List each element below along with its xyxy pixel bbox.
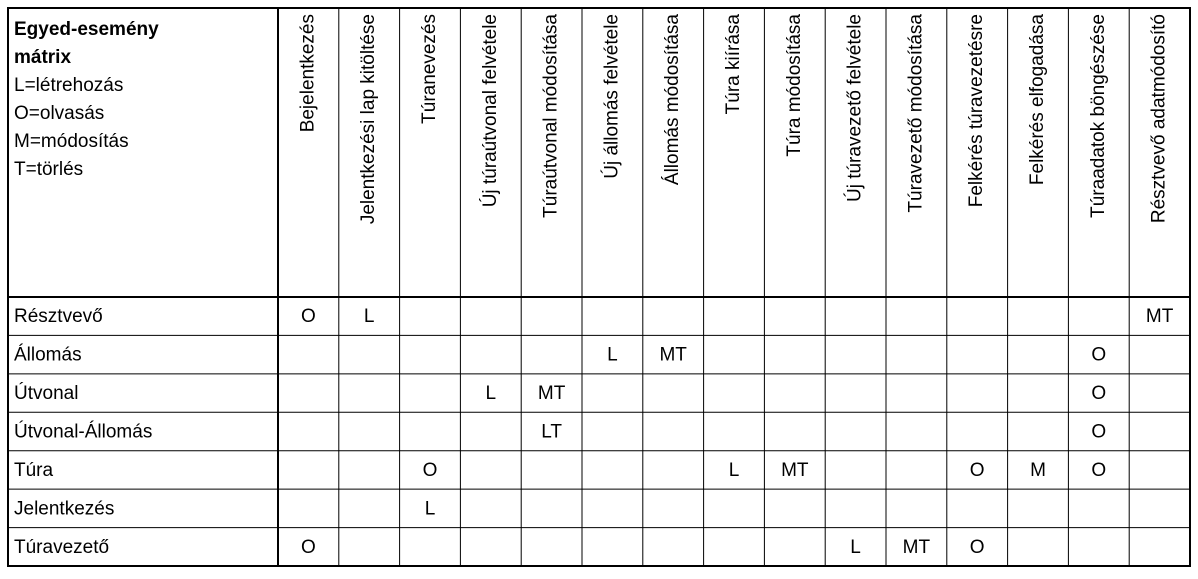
matrix-cell: O	[1091, 345, 1106, 366]
corner-cell: Egyed-esemény mátrix L=létrehozás O=olvas…	[14, 16, 272, 184]
matrix-cell: O	[1091, 383, 1106, 404]
legend-item: L=létrehozás	[14, 75, 124, 96]
matrix-cell: MT	[1146, 306, 1174, 327]
matrix-title: Egyed-esemény mátrix	[14, 19, 159, 68]
column-header: Jelentkezési lap kitöltése	[358, 14, 379, 224]
column-header: Túra kiírása	[723, 14, 744, 115]
column-header: Résztvevő adatmódosító	[1149, 14, 1170, 223]
column-header: Túraadatok böngészése	[1088, 14, 1109, 218]
column-header: Túraútvonal módosítása	[541, 14, 562, 218]
row-label: Útvonal-Állomás	[14, 421, 152, 443]
matrix-cell: O	[301, 306, 316, 327]
row-label: Résztvevő	[14, 306, 103, 327]
matrix-cell: L	[364, 306, 375, 327]
matrix-cell: O	[301, 537, 316, 558]
column-header: Túra módosítása	[784, 14, 805, 157]
column-header: Állomás módosítása	[662, 14, 683, 186]
column-header: Új túraútvonal felvétele	[479, 14, 501, 207]
legend-item: O=olvasás	[14, 103, 105, 124]
matrix-cell: O	[970, 460, 985, 481]
row-label: Túravezető	[14, 537, 109, 558]
legend-item: M=módosítás	[14, 131, 129, 152]
matrix-cell: MT	[659, 345, 687, 366]
column-header: Új túravezető felvétele	[844, 14, 866, 202]
matrix-cell: M	[1030, 460, 1046, 481]
table-border	[7, 7, 1191, 567]
matrix-cell: LT	[541, 422, 562, 443]
matrix-cell: L	[486, 383, 497, 404]
matrix-cell: L	[607, 345, 618, 366]
row-label: Állomás	[14, 345, 82, 366]
row-label: Jelentkezés	[14, 498, 114, 519]
matrix-cell: O	[1091, 422, 1106, 443]
matrix-cell: MT	[781, 460, 809, 481]
column-header: Új állomás felvétele	[600, 14, 622, 179]
matrix-cell: MT	[538, 383, 566, 404]
matrix-cell: MT	[903, 537, 931, 558]
row-label: Túra	[14, 460, 54, 481]
column-header: Bejelentkezés	[297, 14, 318, 132]
matrix-cell: L	[729, 460, 740, 481]
legend-item: T=törlés	[14, 159, 84, 180]
matrix-cell: O	[423, 460, 438, 481]
column-header: Felkérés elfogadása	[1027, 14, 1048, 186]
column-header: Túravezető módosítása	[905, 14, 926, 213]
matrix-cell: L	[850, 537, 861, 558]
matrix-cell: L	[425, 498, 436, 519]
column-header: Túranevezés	[419, 14, 440, 124]
matrix-cell: O	[970, 537, 985, 558]
row-label: Útvonal	[14, 382, 78, 404]
column-header: Felkérés túravezetésre	[966, 14, 987, 207]
matrix-cell: O	[1091, 460, 1106, 481]
